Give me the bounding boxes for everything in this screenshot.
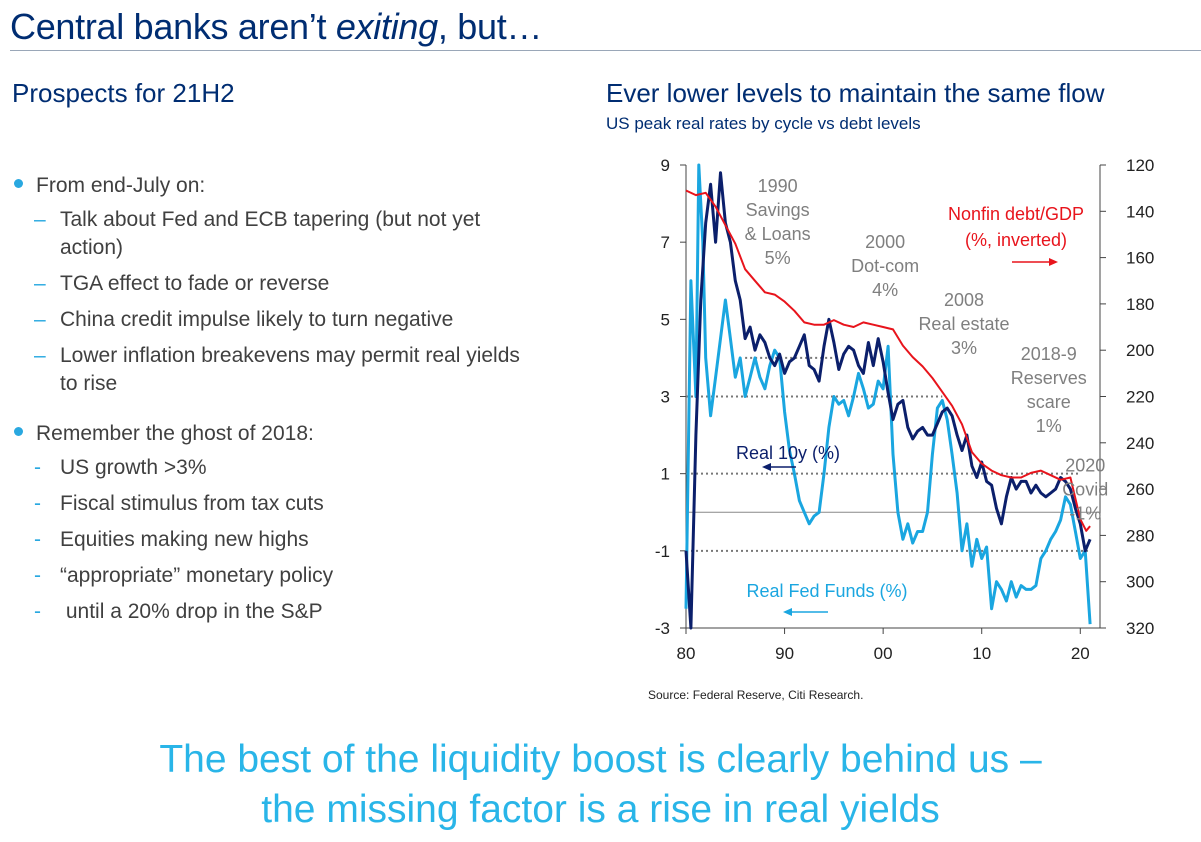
cycle-annotation: 2000	[865, 232, 905, 252]
cycle-annotation: scare	[1027, 392, 1071, 412]
chart-title: Ever lower levels to maintain the same f…	[606, 78, 1105, 108]
slide-title: Central banks aren’t exiting, but…	[10, 6, 542, 48]
right-tick-label: 280	[1126, 526, 1154, 545]
cycle-annotation: 1%	[1036, 416, 1062, 436]
slide-title-emphasis: exiting	[335, 6, 438, 47]
left-heading: Prospects for 21H2	[12, 78, 235, 108]
sub-bullet: - Fiscal stimulus from tax cuts	[14, 490, 534, 518]
sub-bullet: - Equities making new highs	[14, 526, 534, 554]
sub-bullet-text: Equities making new highs	[60, 528, 309, 551]
right-tick-label: 240	[1126, 434, 1154, 453]
left-tick-label: 9	[661, 156, 670, 175]
cycle-annotation: 5%	[765, 248, 791, 268]
bullet-dot-icon	[14, 427, 23, 436]
x-tick-label: 20	[1071, 644, 1090, 663]
cycle-annotation: 2008	[944, 290, 984, 310]
left-tick-label: 3	[661, 388, 670, 407]
x-tick-label: 10	[972, 644, 991, 663]
right-tick-label: 300	[1126, 573, 1154, 592]
left-tick-label: 7	[661, 233, 670, 252]
bottom-message-line: The best of the liquidity boost is clear…	[159, 738, 1042, 781]
cycle-annotation: 4%	[872, 280, 898, 300]
series-nonfin-debt-line	[685, 189, 1091, 532]
right-tick-label: 320	[1126, 619, 1154, 638]
sub-bullet: – Lower inflation breakevens may permit r…	[14, 342, 534, 398]
dash-icon: -	[34, 600, 41, 623]
right-tick-label: 200	[1126, 341, 1154, 360]
dash-icon: -	[34, 564, 41, 587]
bullet-dot-icon	[14, 179, 23, 188]
bottom-message: The best of the liquidity boost is clear…	[0, 735, 1201, 835]
sub-bullet-text: Fiscal stimulus from tax cuts	[60, 492, 324, 515]
dash-icon: –	[34, 208, 46, 231]
cycle-annotation: Real estate	[918, 314, 1009, 334]
bullet-group-1: From end-July on:	[14, 172, 534, 200]
sub-bullet-text: US growth >3%	[60, 456, 207, 479]
right-tick-label: 260	[1126, 480, 1154, 499]
right-tick-label: 220	[1126, 388, 1154, 407]
sub-bullet: - US growth >3%	[14, 454, 534, 482]
left-tick-label: 1	[661, 465, 670, 484]
title-divider	[10, 50, 1201, 51]
series-label-real-fed-funds: Real Fed Funds (%)	[746, 581, 907, 601]
left-tick-label: -1	[655, 542, 670, 561]
left-arrowhead-icon	[762, 463, 771, 471]
right-tick-label: 140	[1126, 202, 1154, 221]
cycle-annotation: 1990	[758, 176, 798, 196]
bullet-head: Remember the ghost of 2018:	[36, 422, 314, 445]
sub-bullet-text: Lower inflation breakevens may permit re…	[60, 344, 520, 395]
series-label-nonfin-debt-sub: (%, inverted)	[965, 230, 1067, 250]
cycle-annotation: & Loans	[745, 224, 811, 244]
dash-icon: –	[34, 272, 46, 295]
dash-icon: –	[34, 308, 46, 331]
cycle-annotation: 2020	[1065, 456, 1105, 476]
series-label-real-10y: Real 10y (%)	[736, 443, 840, 463]
source-note: Source: Federal Reserve, Citi Research.	[648, 688, 864, 702]
x-tick-label: 90	[775, 644, 794, 663]
x-tick-label: 00	[874, 644, 893, 663]
dash-icon: -	[34, 456, 41, 479]
sub-bullet-text: “appropriate” monetary policy	[60, 564, 334, 587]
cycle-annotation: 3%	[951, 338, 977, 358]
cycle-annotation: -1%	[1069, 504, 1101, 524]
sub-bullet: – Talk about Fed and ECB tapering (but no…	[14, 206, 534, 262]
sub-bullet: – TGA effect to fade or reverse	[14, 270, 534, 298]
sub-bullet: - until a 20% drop in the S&P	[14, 598, 534, 626]
sub-bullet-text: TGA effect to fade or reverse	[60, 272, 330, 295]
series-real-10y-line	[684, 171, 1092, 630]
slide-title-part: , but…	[437, 6, 543, 47]
sub-bullet: – China credit impulse likely to turn neg…	[14, 306, 534, 334]
series-real-fed-funds-line	[684, 163, 1092, 625]
dash-icon: -	[34, 492, 41, 515]
cycle-annotation: Dot-com	[851, 256, 919, 276]
bullet-list: From end-July on: – Talk about Fed and EC…	[14, 172, 534, 634]
right-arrowhead-icon	[1049, 258, 1058, 266]
right-tick-label: 180	[1126, 295, 1154, 314]
sub-bullet-text: China credit impulse likely to turn nega…	[60, 308, 454, 331]
series-label-nonfin-debt: Nonfin debt/GDP	[948, 204, 1084, 224]
bullet-group-2: Remember the ghost of 2018:	[14, 420, 534, 448]
cycle-annotation: Reserves	[1011, 368, 1087, 388]
sub-bullet-text: Talk about Fed and ECB tapering (but not…	[60, 208, 481, 259]
left-arrowhead-icon	[783, 608, 792, 616]
bottom-message-line: the missing factor is a rise in real yie…	[261, 788, 940, 831]
dash-icon: –	[34, 344, 46, 367]
cycle-annotation: 2018-9	[1021, 344, 1077, 364]
chart-subtitle: US peak real rates by cycle vs debt leve…	[606, 114, 921, 133]
bullet-head: From end-July on:	[36, 174, 206, 197]
right-tick-label: 120	[1126, 156, 1154, 175]
dash-icon: -	[34, 528, 41, 551]
cycle-annotation: Covid	[1062, 480, 1108, 500]
left-tick-label: -3	[655, 619, 670, 638]
right-tick-label: 160	[1126, 249, 1154, 268]
slide-title-part: Central banks aren’t	[10, 6, 336, 47]
x-tick-label: 80	[677, 644, 696, 663]
left-tick-label: 5	[661, 310, 670, 329]
sub-bullet-text: until a 20% drop in the S&P	[60, 600, 323, 623]
cycle-annotation: Savings	[746, 200, 810, 220]
sub-bullet: - “appropriate” monetary policy	[14, 562, 534, 590]
